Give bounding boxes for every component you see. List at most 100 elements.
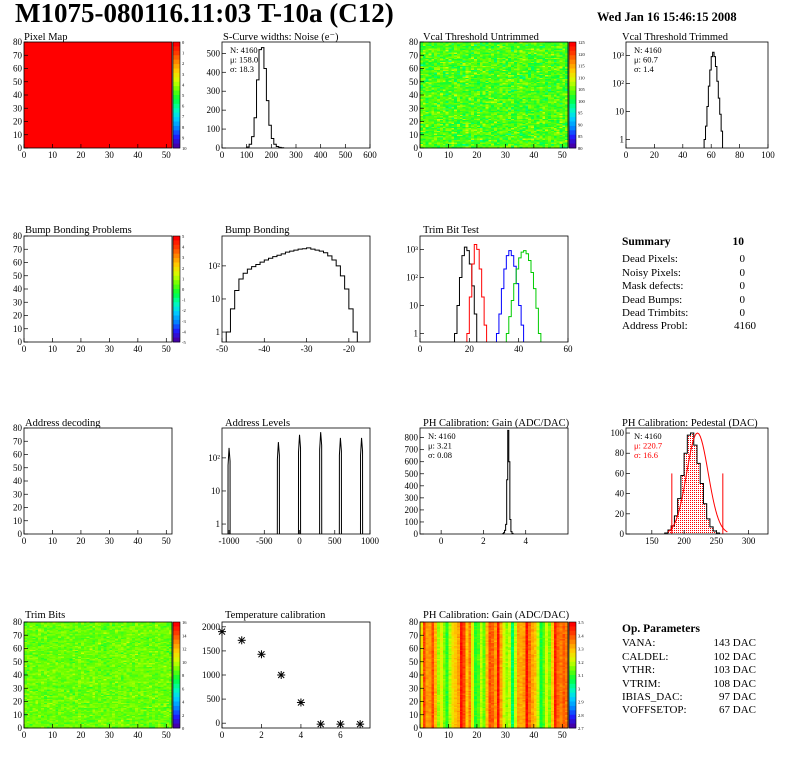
- heatmap-cell: [513, 98, 518, 101]
- heatmap-cell: [29, 641, 33, 644]
- heatmap-cell: [479, 101, 483, 104]
- heatmap-cell: [437, 63, 441, 65]
- heatmap-cell: [491, 44, 495, 47]
- heatmap-cell: [451, 113, 455, 116]
- heatmap-cell: [494, 64, 498, 67]
- heatmap-cell: [437, 130, 441, 133]
- heatmap-cell: [550, 100, 555, 102]
- heatmap-cell: [499, 114, 503, 117]
- heatmap-cell: [542, 63, 546, 65]
- heatmap-cell: [420, 57, 424, 60]
- heatmap-cell: [494, 140, 498, 142]
- heatmap-cell: [476, 125, 481, 128]
- heatmap-cell: [559, 64, 563, 67]
- heatmap-cell: [502, 136, 506, 138]
- heatmap-cell: [454, 72, 458, 75]
- heatmap-cell: [448, 136, 452, 138]
- heatmap-cell: [476, 97, 481, 100]
- heatmap-cell: [465, 105, 469, 108]
- heatmap-cell: [496, 75, 500, 77]
- heatmap-cell: [539, 96, 543, 98]
- heatmap-cell: [499, 133, 503, 136]
- trim-bits-title: Trim Bits: [25, 610, 65, 621]
- heatmap-cell: [29, 645, 33, 648]
- heatmap-cell: [482, 42, 486, 44]
- heatmap-cell: [457, 96, 461, 98]
- heatmap-cell: [420, 144, 424, 146]
- heatmap-cell: [550, 133, 555, 136]
- heatmap-cell: [442, 113, 446, 116]
- heatmap-cell: [536, 56, 540, 59]
- heatmap-cell: [488, 141, 492, 144]
- heatmap-cell: [553, 141, 557, 144]
- heatmap-cell: [445, 43, 449, 45]
- heatmap-cell: [479, 138, 483, 141]
- heatmap-cell: [434, 104, 438, 106]
- heatmap-cell: [516, 98, 520, 101]
- heatmap-cell: [465, 64, 469, 67]
- heatmap-cell: [505, 126, 509, 129]
- heatmap-cell: [448, 47, 452, 49]
- heatmap-cell: [536, 138, 540, 141]
- heatmap-cell: [528, 76, 532, 79]
- heatmap-cell: [513, 110, 518, 113]
- heatmap-cell: [425, 124, 429, 126]
- heatmap-cell: [536, 68, 540, 71]
- y-tick-label: 0: [414, 143, 419, 153]
- palette-tick-label: 90: [578, 122, 583, 127]
- heatmap-cell: [439, 44, 444, 47]
- heatmap-cell: [451, 112, 455, 114]
- heatmap-cell: [491, 121, 495, 124]
- y-tick-label: 40: [13, 284, 23, 294]
- heatmap-cell: [485, 117, 489, 120]
- heatmap-cell: [556, 53, 560, 56]
- heatmap-cell: [565, 59, 569, 61]
- heatmap-cell: [479, 68, 483, 71]
- heatmap-cell: [542, 67, 546, 69]
- heatmap-cell: [559, 133, 563, 136]
- heatmap-cell: [488, 73, 492, 76]
- heatmap-cell: [536, 134, 540, 137]
- heatmap-cell: [479, 129, 483, 132]
- heatmap-cell: [488, 110, 492, 113]
- heatmap-cell: [525, 100, 529, 102]
- heatmap-cell: [488, 106, 492, 109]
- heatmap-cell: [428, 133, 432, 136]
- heatmap-cell: [29, 628, 33, 631]
- heatmap-cell: [482, 109, 486, 112]
- heatmap-cell: [442, 59, 446, 61]
- heatmap-cell: [428, 83, 432, 85]
- heatmap-cell: [448, 91, 452, 93]
- heatmap-cell: [468, 76, 472, 79]
- heatmap-cell: [502, 137, 506, 140]
- heatmap-cell: [471, 100, 475, 102]
- heatmap-cell: [539, 120, 543, 122]
- heatmap-cell: [491, 75, 495, 77]
- y-tick-label: 60: [13, 258, 23, 268]
- heatmap-cell: [565, 89, 569, 92]
- heatmap-cell: [428, 126, 432, 129]
- heatmap-cell: [496, 89, 500, 92]
- heatmap-cell: [502, 87, 506, 89]
- heatmap-cell: [471, 98, 475, 101]
- heatmap-cell: [499, 130, 503, 133]
- heatmap-cell: [465, 108, 469, 110]
- heatmap-cell: [519, 81, 523, 84]
- heatmap-cell: [26, 713, 30, 716]
- heatmap-cell: [522, 91, 526, 93]
- heatmap-cell: [542, 79, 546, 81]
- heatmap-cell: [468, 108, 472, 110]
- heatmap-cell: [525, 101, 529, 104]
- heatmap-cell: [562, 85, 566, 88]
- heatmap-cell: [539, 52, 543, 55]
- heatmap-cell: [533, 44, 537, 47]
- heatmap-cell: [499, 97, 503, 100]
- heatmap-cell: [29, 722, 33, 725]
- heatmap-cell: [533, 68, 537, 71]
- heatmap-cell: [448, 43, 452, 45]
- heatmap-cell: [462, 44, 466, 47]
- heatmap-cell: [542, 98, 546, 101]
- page-date: Wed Jan 16 15:46:15 2008: [597, 10, 737, 24]
- heatmap-cell: [29, 686, 33, 689]
